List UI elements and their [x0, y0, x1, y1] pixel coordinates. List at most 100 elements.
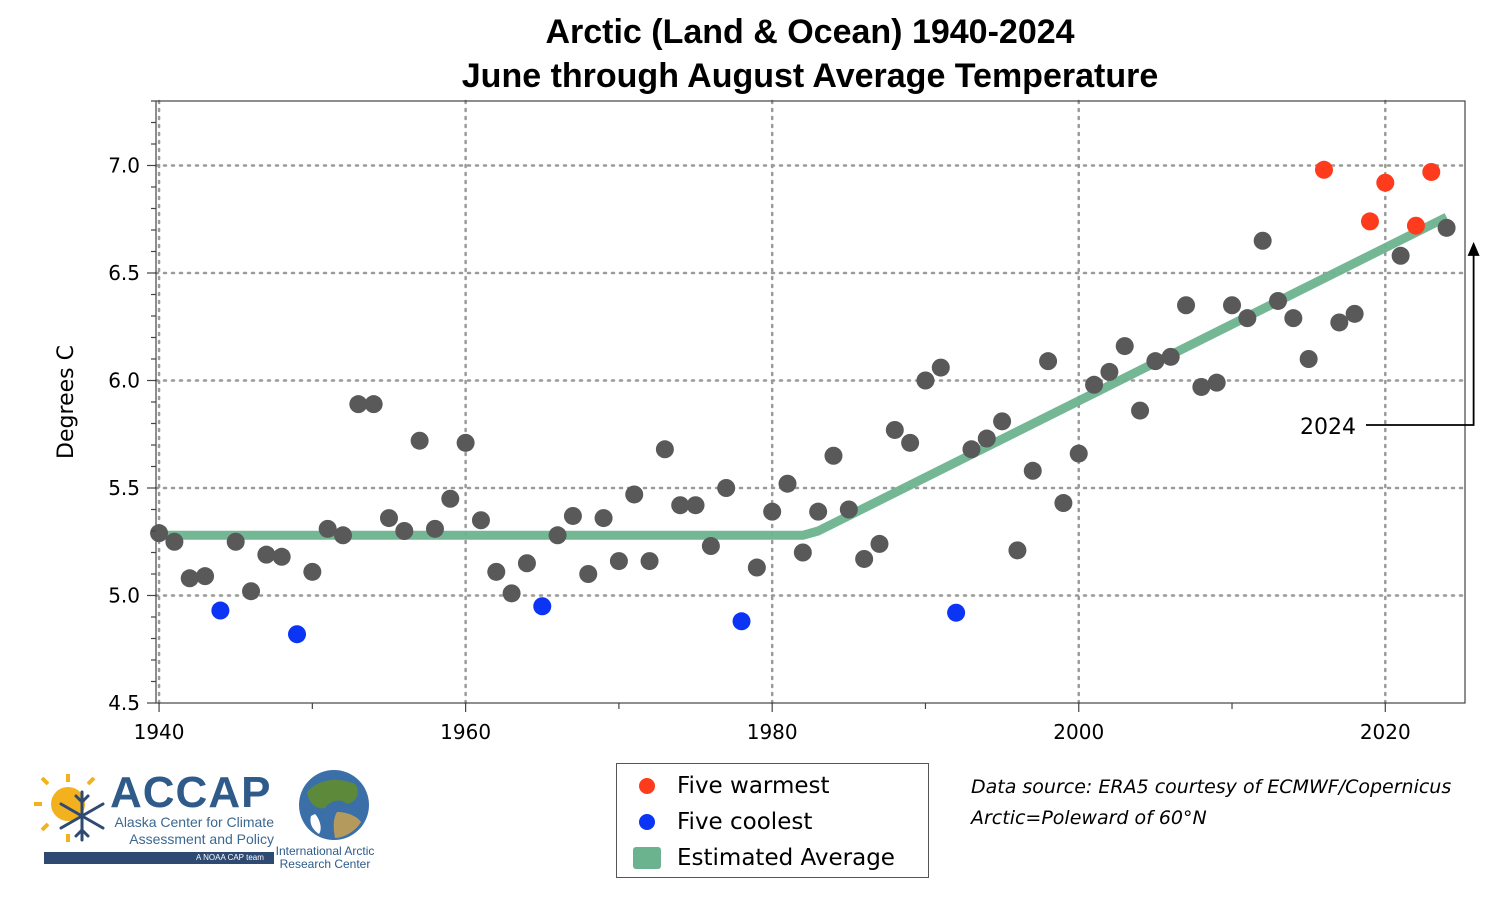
data-point — [410, 431, 429, 450]
data-point — [1238, 309, 1257, 328]
data-point — [701, 537, 720, 556]
data-point — [349, 395, 368, 414]
accap-subtitle: Alaska Center for Climate Assessment and… — [104, 814, 274, 848]
coolest-point — [288, 625, 307, 644]
warmest-point — [1406, 216, 1425, 235]
x-tick-label: 1940 — [134, 720, 185, 744]
chart-subtitle: June through August Average Temperature — [461, 57, 1159, 95]
accap-tagline: A NOAA CAP team — [196, 853, 264, 862]
iarc-name-line1: International Arctic — [275, 844, 375, 858]
warmest-point — [1360, 212, 1379, 231]
data-point — [180, 569, 199, 588]
data-point — [655, 440, 674, 459]
data-point — [456, 433, 475, 452]
data-point — [1330, 313, 1349, 332]
data-point — [1039, 352, 1058, 371]
coolest-point — [947, 603, 966, 622]
data-point — [1207, 373, 1226, 392]
accap-wordmark: ACCAP — [110, 768, 272, 817]
legend-item-average: Estimated Average — [617, 841, 895, 875]
data-point — [1223, 296, 1242, 315]
data-point — [1299, 350, 1318, 368]
x-tick-label: 1960 — [440, 720, 491, 744]
data-point — [1284, 309, 1303, 328]
data-point — [318, 519, 337, 538]
data-point — [272, 547, 291, 566]
legend: Five warmest Five coolest Estimated Aver… — [616, 763, 929, 878]
y-tick-label: 6.5 — [108, 261, 140, 285]
annotation-2024: 2024 — [1300, 241, 1480, 440]
data-point — [1085, 375, 1104, 394]
data-point — [517, 554, 536, 573]
legend-coolest-marker — [639, 814, 655, 830]
data-point — [977, 429, 996, 448]
data-point — [594, 509, 613, 528]
annotation-arrowhead — [1467, 241, 1480, 256]
coolest-point — [211, 601, 230, 620]
snowflake-icon — [59, 790, 105, 842]
data-point — [1069, 444, 1088, 463]
data-point — [640, 552, 659, 571]
data-point — [931, 358, 950, 377]
data-point — [671, 496, 690, 515]
trend-layer — [159, 213, 1449, 540]
data-source-note: Data source: ERA5 courtesy of ECMWF/Cope… — [971, 772, 1451, 834]
data-point — [1100, 362, 1119, 381]
scatter-chart: 1940 1960 1980 2000 2020 4.5 5.0 5.5 6.0 6.5 7.0 D… — [54, 99, 1480, 744]
data-point — [425, 519, 444, 538]
warmest-point — [1314, 160, 1333, 179]
y-axis-title: Degrees C — [54, 345, 79, 459]
data-point — [548, 526, 567, 545]
legend-item-warmest: Five warmest — [617, 769, 830, 803]
accap-subtitle-line2: Assessment and Policy — [129, 831, 274, 847]
data-point — [1391, 246, 1410, 265]
data-point — [364, 395, 383, 414]
accap-subtitle-line1: Alaska Center for Climate — [114, 814, 274, 830]
data-point — [625, 485, 644, 504]
legend-average-swatch — [633, 847, 661, 869]
y-tick-label: 6.0 — [108, 369, 140, 393]
data-point — [1131, 401, 1150, 420]
chart-title-block: Arctic (Land & Ocean) 1940-2024 June thr… — [110, 10, 1500, 98]
accap-logo — [34, 774, 105, 842]
data-point — [686, 496, 705, 515]
data-point — [579, 565, 598, 583]
data-point — [1177, 296, 1196, 315]
legend-average-label: Estimated Average — [677, 845, 895, 871]
annotation-arrow-line — [1366, 253, 1475, 426]
data-point — [1192, 377, 1211, 396]
data-point — [1115, 337, 1134, 356]
grid — [154, 99, 1467, 705]
data-point — [242, 582, 261, 601]
tick-labels: 1940 1960 1980 2000 2020 4.5 5.0 5.5 6.0 6.5 7.0 — [108, 100, 1411, 744]
data-point — [793, 543, 812, 562]
data-point — [962, 440, 981, 459]
data-point — [839, 500, 858, 519]
data-point — [196, 567, 215, 586]
data-point — [870, 534, 889, 553]
coolest-point — [533, 597, 552, 616]
region-definition-line: Arctic=Poleward of 60°N — [971, 807, 1207, 829]
trend-line — [159, 213, 1449, 540]
x-tick-label: 2000 — [1053, 720, 1104, 744]
data-point — [334, 526, 352, 545]
data-point — [303, 562, 322, 581]
data-point — [1146, 352, 1165, 371]
points-layer — [150, 160, 1456, 644]
chart-title: Arctic (Land & Ocean) 1940-2024 — [545, 13, 1075, 51]
x-tick-label: 2020 — [1360, 720, 1411, 744]
legend-warmest-label: Five warmest — [677, 773, 830, 799]
data-point — [226, 532, 245, 551]
data-point — [1253, 231, 1272, 250]
data-point — [487, 562, 506, 581]
data-point — [150, 524, 169, 543]
annotation-label: 2024 — [1300, 415, 1356, 440]
globe-icon — [299, 770, 369, 840]
accap-bar — [44, 852, 274, 864]
data-point — [502, 584, 521, 603]
data-point — [1054, 494, 1073, 513]
data-point — [763, 502, 782, 521]
y-tick-label: 7.0 — [108, 154, 140, 178]
warmest-point — [1422, 162, 1441, 181]
data-point — [901, 433, 920, 452]
